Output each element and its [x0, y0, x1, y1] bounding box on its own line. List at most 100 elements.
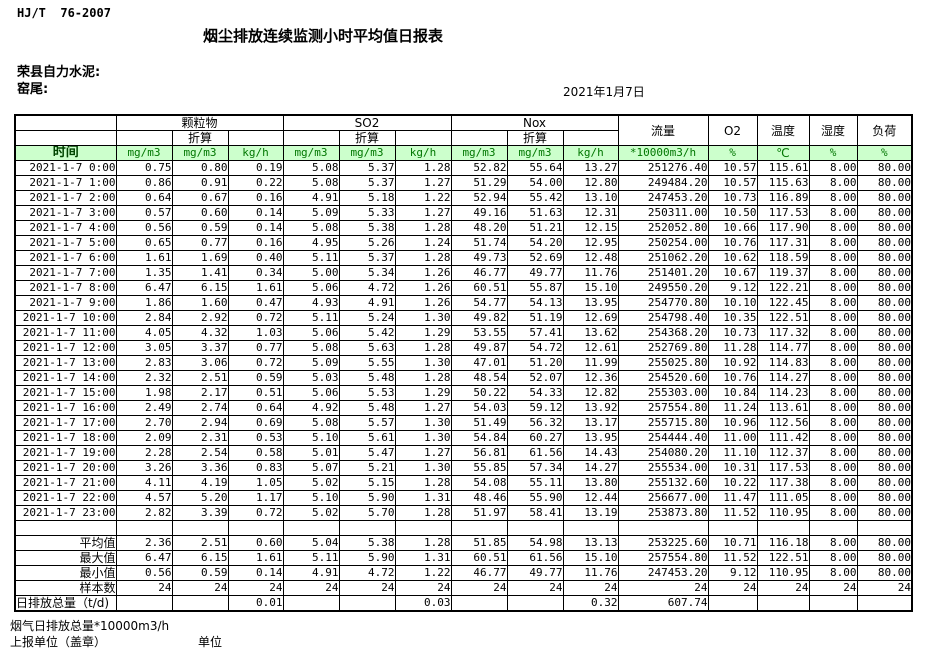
table-cell: 2.31	[171, 430, 229, 446]
table-cell: 255025.80	[617, 355, 709, 371]
table-cell: 52.07	[506, 370, 564, 386]
table-cell: 24	[808, 580, 858, 596]
table-cell: 1.28	[394, 535, 452, 551]
table-body: 2021-1-7 0:00 0.75 0.80 0.19 5.08 5.37 1.28 52.…	[14, 160, 913, 612]
header-group-pm: 颗粒物	[115, 114, 284, 131]
time-cell: 2021-1-7 14:00	[14, 370, 117, 386]
table-cell: 60.51	[450, 280, 508, 296]
table-cell: 4.72	[338, 565, 396, 581]
table-cell: 0.16	[227, 235, 284, 251]
table-cell: 5.18	[338, 190, 396, 206]
table-cell: 80.00	[856, 220, 913, 236]
table-cell: 49.77	[506, 565, 564, 581]
table-cell: 115.61	[756, 160, 810, 176]
table-cell: 5.04	[282, 535, 340, 551]
table-cell: 3.26	[115, 460, 173, 476]
time-cell: 2021-1-7 3:00	[14, 205, 117, 221]
empty-cell	[506, 520, 564, 536]
table-cell: 253225.60	[617, 535, 709, 551]
table-cell: 5.02	[282, 505, 340, 521]
table-cell: 4.95	[282, 235, 340, 251]
table-cell: 5.11	[282, 250, 340, 266]
table-cell: 12.80	[562, 175, 619, 191]
header-cell-empty	[282, 130, 340, 146]
table-cell: 3.39	[171, 505, 229, 521]
table-cell: 12.95	[562, 235, 619, 251]
unit-pm-converted-mgm3: mg/m3	[171, 145, 229, 161]
table-cell: 10.84	[707, 385, 758, 401]
table-cell: 59.12	[506, 400, 564, 416]
table-cell: 46.77	[450, 265, 508, 281]
table-cell: 1.61	[227, 280, 284, 296]
unit-temp-celsius: ℃	[756, 145, 810, 161]
table-cell: 0.56	[115, 565, 173, 581]
table-cell: 0.34	[227, 265, 284, 281]
table-row: 2021-1-7 20:00 3.26 3.36 0.83 5.07 5.21 1.30 55…	[14, 460, 913, 476]
table-cell: 0.72	[227, 310, 284, 326]
table-cell: 13.62	[562, 325, 619, 341]
table-cell: 54.77	[450, 295, 508, 311]
table-cell: 15.10	[562, 280, 619, 296]
table-cell: 24	[856, 580, 913, 596]
table-row: 2021-1-7 13:00 2.83 3.06 0.72 5.09 5.55 1.30 47…	[14, 355, 913, 371]
table-cell: 2.84	[115, 310, 173, 326]
footer-unit-label: 单位	[198, 635, 223, 649]
table-cell: 80.00	[856, 280, 913, 296]
table-cell: 122.51	[756, 550, 810, 566]
table-cell: 255303.00	[617, 385, 709, 401]
table-cell: 5.06	[282, 280, 340, 296]
table-cell: 11.76	[562, 265, 619, 281]
table-cell: 1.30	[394, 430, 452, 446]
table-cell: 80.00	[856, 265, 913, 281]
table-cell: 2.49	[115, 400, 173, 416]
table-cell: 54.33	[506, 385, 564, 401]
header-group-load: 负荷	[856, 114, 913, 146]
table-cell: 8.00	[808, 325, 858, 341]
header-converted-pm: 折算	[171, 130, 229, 146]
empty-cell	[282, 520, 340, 536]
table-cell: 1.26	[394, 280, 452, 296]
table-cell: 0.67	[171, 190, 229, 206]
footer-flue-gas-total: 烟气日排放总量*10000m3/h	[10, 619, 170, 633]
table-cell: 5.06	[282, 385, 340, 401]
table-cell: 254770.80	[617, 295, 709, 311]
table-cell: 257554.80	[617, 550, 709, 566]
table-cell: 2.92	[171, 310, 229, 326]
table-cell: 249550.20	[617, 280, 709, 296]
table-cell: 6.47	[115, 280, 173, 296]
table-cell: 122.51	[756, 310, 810, 326]
table-cell: 5.42	[338, 325, 396, 341]
table-cell: 5.63	[338, 340, 396, 356]
table-cell: 1.61	[115, 250, 173, 266]
table-cell: 80.00	[856, 205, 913, 221]
header-cell-empty	[14, 114, 117, 131]
table-cell: 1.22	[394, 565, 452, 581]
table-cell: 53.55	[450, 325, 508, 341]
table-cell: 1.28	[394, 250, 452, 266]
table-cell	[450, 595, 508, 612]
time-cell: 2021-1-7 8:00	[14, 280, 117, 296]
time-cell: 2021-1-7 13:00	[14, 355, 117, 371]
table-cell: 56.81	[450, 445, 508, 461]
empty-cell	[115, 520, 173, 536]
table-cell: 10.66	[707, 220, 758, 236]
unit-nox-converted-mgm3: mg/m3	[506, 145, 564, 161]
table-cell: 0.59	[227, 370, 284, 386]
table-row: 2021-1-7 8:00 6.47 6.15 1.61 5.06 4.72 1.26 60.…	[14, 280, 913, 296]
table-cell: 80.00	[856, 295, 913, 311]
table-cell: 51.85	[450, 535, 508, 551]
table-cell: 0.59	[171, 565, 229, 581]
table-cell: 8.00	[808, 385, 858, 401]
table-cell: 117.32	[756, 325, 810, 341]
table-row	[14, 520, 913, 536]
table-cell: 5.11	[282, 310, 340, 326]
unit-o2-percent: %	[707, 145, 758, 161]
table-cell: 250311.00	[617, 205, 709, 221]
header-group-temp: 温度	[756, 114, 810, 146]
time-cell: 2021-1-7 20:00	[14, 460, 117, 476]
table-cell: 80.00	[856, 250, 913, 266]
table-cell: 12.61	[562, 340, 619, 356]
table-cell: 0.72	[227, 355, 284, 371]
table-cell: 5.57	[338, 415, 396, 431]
table-cell: 5.55	[338, 355, 396, 371]
